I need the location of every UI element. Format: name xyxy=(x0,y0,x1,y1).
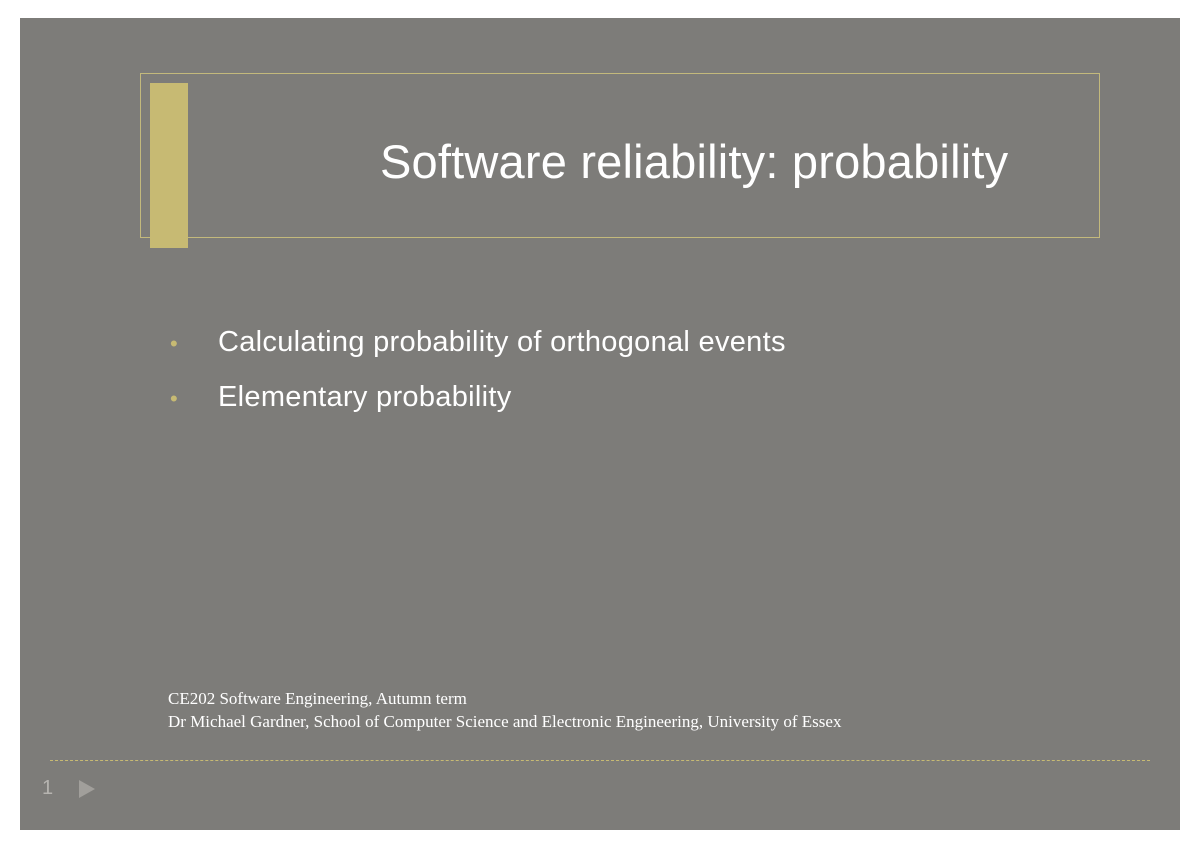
slide-title: Software reliability: probability xyxy=(380,134,1008,189)
list-item: • Elementary probability xyxy=(170,381,1070,414)
bullet-list: • Calculating probability of orthogonal … xyxy=(170,326,1070,436)
page-number: 1 xyxy=(42,777,53,800)
footer-course: CE202 Software Engineering, Autumn term xyxy=(168,688,841,711)
list-item: • Calculating probability of orthogonal … xyxy=(170,326,1070,359)
next-arrow-icon xyxy=(76,778,98,805)
bullet-text: Elementary probability xyxy=(218,381,512,414)
footer-author: Dr Michael Gardner, School of Computer S… xyxy=(168,711,841,734)
bullet-icon: • xyxy=(170,386,218,412)
title-accent-bar xyxy=(150,83,188,248)
presentation-slide: Software reliability: probability • Calc… xyxy=(20,18,1180,830)
bullet-text: Calculating probability of orthogonal ev… xyxy=(218,326,786,359)
divider-line xyxy=(50,760,1150,761)
bullet-icon: • xyxy=(170,331,218,357)
slide-footer: CE202 Software Engineering, Autumn term … xyxy=(168,688,841,734)
